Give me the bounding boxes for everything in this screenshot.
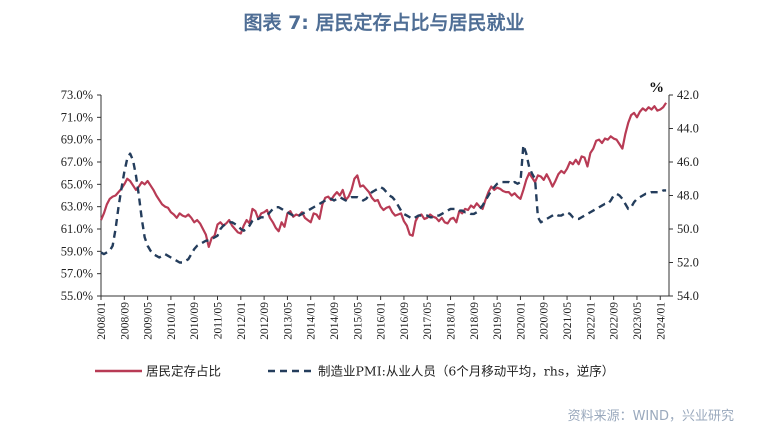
left-tick-label: 65.0% — [61, 177, 93, 191]
left-tick-label: 69.0% — [61, 133, 93, 147]
x-tick-label: 2011/05 — [213, 302, 225, 340]
left-tick-label: 67.0% — [61, 155, 93, 169]
right-tick-label: 48.0 — [677, 189, 699, 203]
x-tick-label: 2010/01 — [166, 302, 178, 340]
x-tick-label: 2018/09 — [469, 302, 481, 340]
x-tick-label: 2008/09 — [119, 302, 131, 340]
x-tick-label: 2017/05 — [422, 302, 434, 340]
legend: 居民定存占比 制造业PMI:从业人员（6个月移动平均，rhs，逆序） — [95, 364, 614, 379]
left-tick-label: 71.0% — [61, 110, 93, 124]
left-tick-label: 73.0% — [61, 88, 93, 102]
right-tick-label: 44.0 — [677, 122, 699, 136]
source-note: 资料来源：WIND，兴业研究 — [567, 409, 734, 424]
x-tick-label: 2022/09 — [609, 302, 621, 340]
right-tick-labels: 42.0 44.0 46.0 48.0 50.0 52.0 54.0 — [669, 88, 699, 303]
x-tick-label: 2019/05 — [492, 302, 504, 340]
x-tick-label: 2012/09 — [259, 302, 271, 340]
x-tick-label: 2015/05 — [352, 302, 364, 340]
x-tick-label: 2013/05 — [282, 302, 294, 340]
left-axis: 55.0% 57.0% 59.0% 61.0% 63.0% 65.0% 67.0% 69.0%… — [61, 88, 102, 303]
series-line-deposit-share — [99, 102, 668, 248]
x-tick-label: 2009/05 — [143, 302, 155, 340]
right-axis-unit: % — [649, 80, 664, 96]
x-tick-labels: 2008/01 2008/09 2009/05 2010/01 2010/09 2011/… — [96, 296, 667, 340]
x-tick-label: 2024/01 — [655, 302, 667, 340]
right-tick-label: 42.0 — [677, 88, 699, 102]
x-tick-label: 2021/05 — [562, 302, 574, 340]
right-axis: 42.0 44.0 46.0 48.0 50.0 52.0 54.0 % — [649, 80, 699, 303]
x-tick-label: 2016/09 — [399, 302, 411, 340]
x-tick-label: 2016/01 — [376, 302, 388, 340]
x-tick-label: 2022/01 — [585, 302, 597, 340]
x-tick-label: 2012/01 — [236, 302, 248, 340]
left-tick-label: 61.0% — [61, 222, 93, 236]
left-tick-label: 55.0% — [61, 289, 93, 303]
x-axis: 2008/01 2008/09 2009/05 2010/01 2010/09 2011/… — [96, 295, 669, 340]
right-tick-label: 54.0 — [677, 289, 699, 303]
series-layer — [99, 102, 668, 264]
chart-title: 图表 7: 居民定存占比与居民就业 — [243, 12, 525, 34]
x-tick-label: 2010/09 — [189, 302, 201, 340]
right-tick-label: 46.0 — [677, 155, 699, 169]
left-tick-labels: 55.0% 57.0% 59.0% 61.0% 63.0% 65.0% 67.0% 69.0%… — [61, 88, 101, 303]
left-tick-label: 63.0% — [61, 200, 93, 214]
legend-label-pmi-employment: 制造业PMI:从业人员（6个月移动平均，rhs，逆序） — [318, 364, 614, 379]
x-tick-label: 2020/09 — [539, 302, 551, 340]
left-tick-label: 57.0% — [61, 267, 93, 281]
x-tick-label: 2014/09 — [329, 302, 341, 340]
series-line-pmi-employment — [100, 144, 667, 264]
right-tick-label: 50.0 — [677, 222, 699, 236]
x-tick-label: 2014/01 — [306, 302, 318, 340]
left-tick-label: 59.0% — [61, 244, 93, 258]
x-tick-label: 2023/05 — [632, 302, 644, 340]
x-tick-label: 2008/01 — [96, 302, 108, 340]
x-tick-label: 2018/01 — [446, 302, 458, 340]
legend-label-deposit-share: 居民定存占比 — [146, 364, 221, 379]
x-tick-label: 2020/01 — [515, 302, 527, 340]
right-tick-label: 52.0 — [677, 256, 699, 270]
